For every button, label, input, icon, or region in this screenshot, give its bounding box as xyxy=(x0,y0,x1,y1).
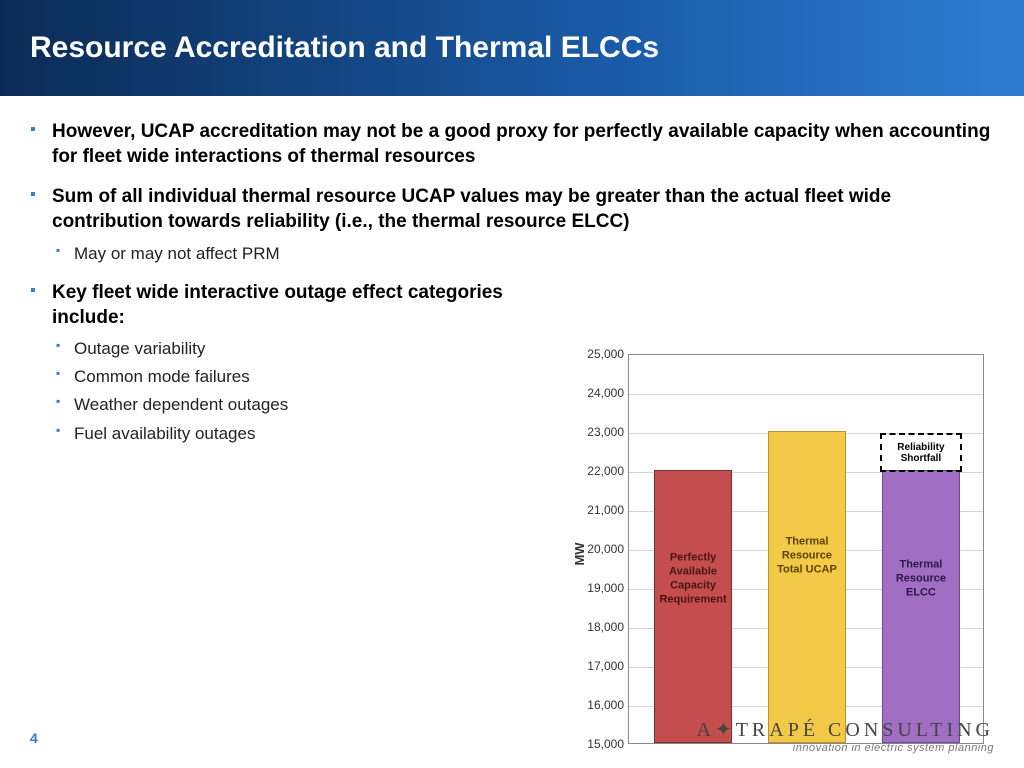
bullet-list-2: Key fleet wide interactive outage effect… xyxy=(30,281,510,445)
slide-title: Resource Accreditation and Thermal ELCCs xyxy=(30,31,659,65)
chart-ytick: 21,000 xyxy=(564,503,624,517)
bullet-3-text: Key fleet wide interactive outage effect… xyxy=(52,282,503,328)
bullet-2-sub-1: May or may not affect PRM xyxy=(52,243,994,265)
chart-ytick: 18,000 xyxy=(564,620,624,634)
bullet-3: Key fleet wide interactive outage effect… xyxy=(30,281,510,445)
footer-tagline: innovation in electric system planning xyxy=(697,742,994,754)
chart-ytick: 24,000 xyxy=(564,386,624,400)
chart-ytick: 22,000 xyxy=(564,464,624,478)
bullet-list: However, UCAP accreditation may not be a… xyxy=(30,120,994,265)
bullet-2: Sum of all individual thermal resource U… xyxy=(30,185,994,264)
chart-bar-label: Thermal Resource Total UCAP xyxy=(769,535,845,576)
slide-body: However, UCAP accreditation may not be a… xyxy=(0,96,1024,445)
page-number: 4 xyxy=(30,730,38,746)
bullet-3-sub-2: Common mode failures xyxy=(52,366,510,388)
chart-bar: Perfectly Available Capacity Requirement xyxy=(654,470,732,743)
footer-logo: A✦TRAPÉ CONSULTING innovation in electri… xyxy=(697,717,994,754)
bullet-2-text: Sum of all individual thermal resource U… xyxy=(52,186,891,232)
bullet-2-sublist: May or may not affect PRM xyxy=(52,243,994,265)
chart-bar-label: Thermal Resource ELCC xyxy=(883,559,959,600)
chart-plot-area: Perfectly Available Capacity Requirement… xyxy=(628,354,984,744)
footer-brand: A✦TRAPÉ CONSULTING xyxy=(697,717,994,742)
chart-shortfall-box: Reliability Shortfall xyxy=(880,433,962,472)
bullet-3-sublist: Outage variability Common mode failures … xyxy=(52,338,510,444)
left-column: Key fleet wide interactive outage effect… xyxy=(30,281,510,445)
chart-bar: Thermal Resource ELCC xyxy=(882,470,960,743)
chart-gridline xyxy=(629,394,983,395)
chart-ytick: 20,000 xyxy=(564,542,624,556)
bullet-1: However, UCAP accreditation may not be a… xyxy=(30,120,994,169)
chart-ytick: 16,000 xyxy=(564,698,624,712)
chart-ytick: 25,000 xyxy=(564,347,624,361)
bullet-3-sub-1: Outage variability xyxy=(52,338,510,360)
chart-ytick: 17,000 xyxy=(564,659,624,673)
chart-bar-label: Perfectly Available Capacity Requirement xyxy=(655,552,731,607)
chart-ytick: 15,000 xyxy=(564,737,624,751)
bar-chart: MW Perfectly Available Capacity Requirem… xyxy=(564,344,994,764)
chart-ytick: 19,000 xyxy=(564,581,624,595)
slide-header: Resource Accreditation and Thermal ELCCs xyxy=(0,0,1024,96)
chart-bar: Thermal Resource Total UCAP xyxy=(768,431,846,743)
bullet-3-sub-4: Fuel availability outages xyxy=(52,423,510,445)
bullet-3-sub-3: Weather dependent outages xyxy=(52,394,510,416)
chart-ytick: 23,000 xyxy=(564,425,624,439)
